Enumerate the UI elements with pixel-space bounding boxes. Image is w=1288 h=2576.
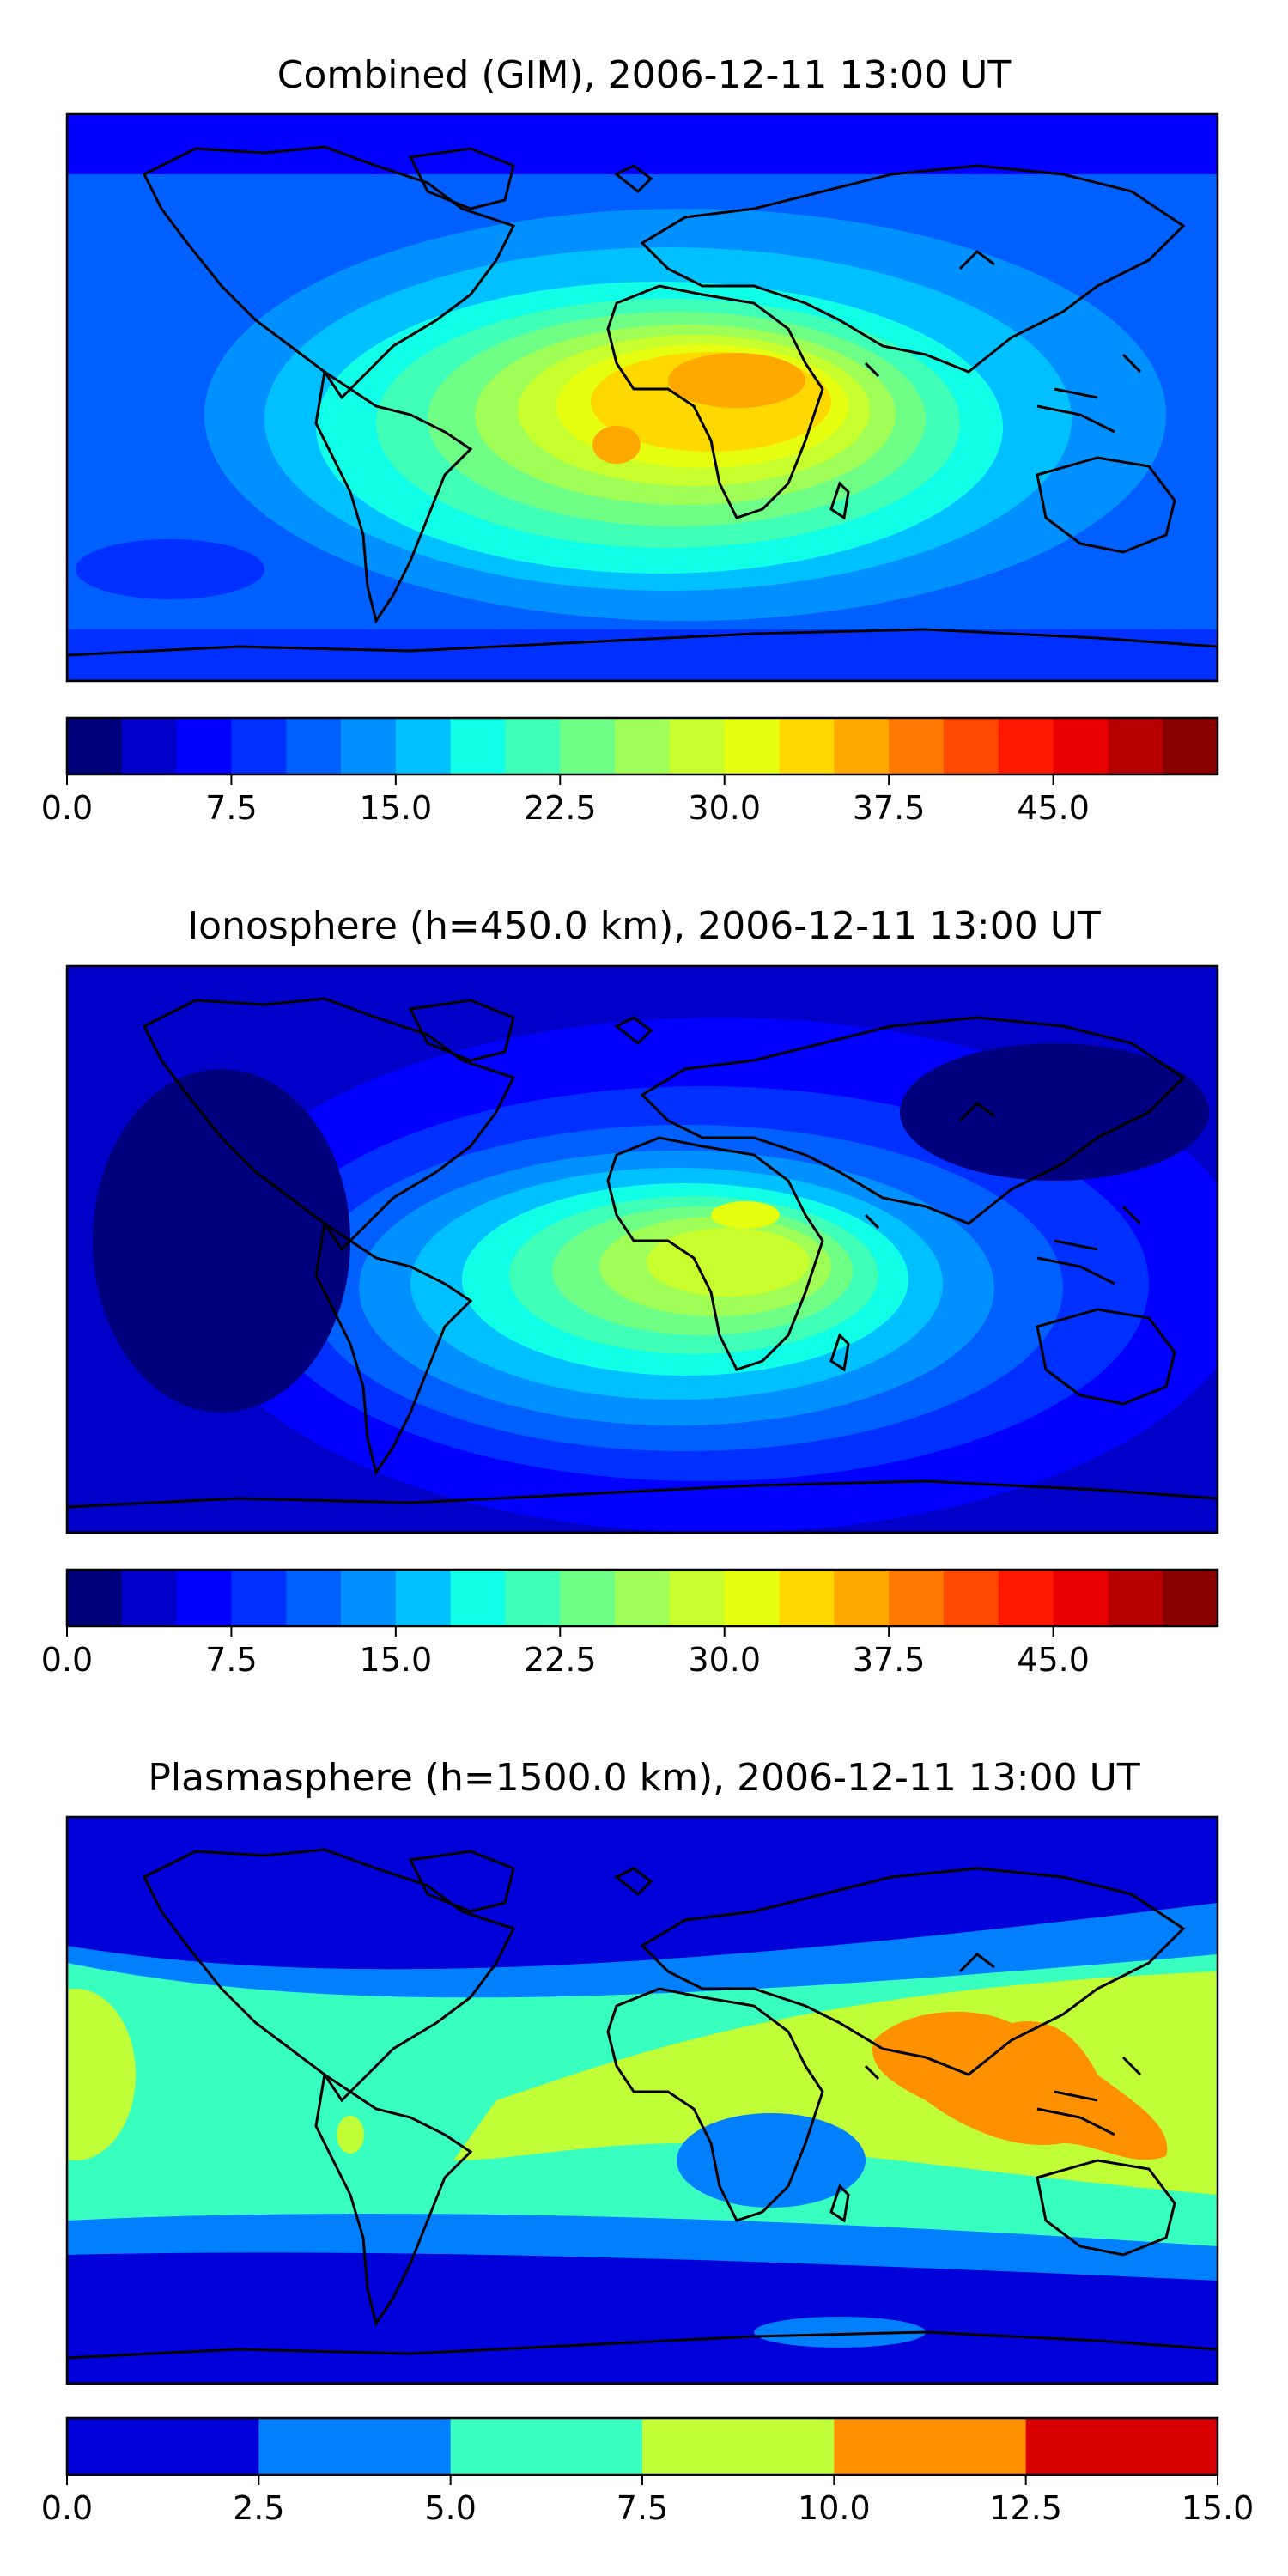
panel2-title: Ionosphere (h=450.0 km), 2006-12-11 13:0… [187,904,1101,948]
panel2-colorbar-tick-label: 15.0 [360,1641,433,1679]
panel1-colorbar: 0.0 7.5 15.0 22.5 30.0 37.5 45.0 [41,716,1219,827]
panel1-colorbar-segment [176,718,233,775]
panel1-low-pocket [76,539,264,599]
panel1-polar-band-south [67,629,1218,681]
panel2-contour-level11 [647,1228,810,1297]
panel2-colorbar-segment [231,1570,287,1626]
panel3-colorbar-segment [450,2418,643,2475]
panel1-colorbar-tick-label: 7.5 [205,789,257,827]
panel1-colorbar-segment [779,718,835,775]
panel1-title: Combined (GIM), 2006-12-11 13:00 UT [277,53,1012,97]
panel2-colorbar-tick-label: 30.0 [688,1641,761,1679]
panel3-colorbar-tick-label: 10.0 [798,2489,871,2527]
panel3-colorbar-tick-label: 12.5 [989,2489,1062,2527]
panel2-colorbar: 0.0 7.5 15.0 22.5 30.0 37.5 45.0 [41,1568,1219,1679]
panel1-colorbar-segment [669,718,726,775]
panel3-low-pocket-south [754,2317,926,2348]
panel1-colorbar-segment [286,718,342,775]
panel2-colorbar-frame [65,1568,1219,1628]
panel2-colorbar-segment [1163,1570,1218,1626]
panel2-colorbar-segment [834,1570,890,1626]
panel1-colorbar-segment [560,718,616,775]
panel3-map-frame [65,1815,1219,2385]
panel3-title: Plasmasphere (h=1500.0 km), 2006-12-11 1… [148,1756,1139,1800]
panel1-colorbar-segment [231,718,287,775]
panel3-colorbar-segment [1025,2418,1218,2475]
panel3-map [65,1815,1219,2385]
panel2-colorbar-segment [1053,1570,1109,1626]
panel1-colorbar-segment [67,718,123,775]
panel1-colorbar-segment [889,718,945,775]
panel1-map [65,112,1219,683]
panel1-colorbar-segment [341,718,397,775]
panel1-contour-level14 [668,353,805,408]
panel1-colorbar-segment [834,718,890,775]
panel2-colorbar-segment [450,1570,507,1626]
panel1-colorbar-segment [395,718,452,775]
panel1-colorbar-tick-label: 22.5 [524,789,597,827]
panel1-colorbar-segment [121,718,178,775]
panel1-colorbar-segment [943,718,999,775]
panel2-colorbar-segment [998,1570,1054,1626]
panel2-colorbar-segment [395,1570,452,1626]
panel2-colorbar-tick-label: 0.0 [41,1641,93,1679]
panel1-colorbar-tick-label: 15.0 [360,789,433,827]
panel2-colorbar-segment [724,1570,781,1626]
panel2-colorbar-segment [779,1570,835,1626]
panel3-low-pocket [677,2113,866,2208]
panel3-colorbar-segment [258,2418,452,2475]
panel2-colorbar-tick-label: 45.0 [1017,1641,1090,1679]
panel1-map-frame [65,112,1219,683]
panel2-contour-level12 [711,1201,780,1229]
panel2-low-region-pacific [93,1069,350,1413]
panel2-colorbar-tick-label: 37.5 [853,1641,926,1679]
panel2-colorbar-segment [67,1570,123,1626]
panel2-low-region-asia [900,1043,1209,1181]
panel1-colorbar-segment [998,718,1054,775]
panel1-colorbar-segment [450,718,507,775]
panel2-map [65,964,1219,1534]
panel2-colorbar-segment [669,1570,726,1626]
panel2-colorbar-tick-label: 7.5 [205,1641,257,1679]
panel1-colorbar-segment [1108,718,1163,775]
panel3-contour-level3c [337,2116,364,2154]
panel1-colorbar-segment [505,718,561,775]
panel3-colorbar: 0.0 2.5 5.0 7.5 10.0 12.5 15.0 [41,2416,1255,2527]
panel1-polar-band-north [67,114,1218,174]
panel1-colorbar-segment [615,718,671,775]
panel2-colorbar-segment [560,1570,616,1626]
panel1-colorbar-tick-label: 0.0 [41,789,93,827]
panel3-colorbar-tick-label: 2.5 [233,2489,284,2527]
panel2-colorbar-segment [286,1570,342,1626]
panel3-colorbar-tick-label: 5.0 [424,2489,476,2527]
panel2-colorbar-tick-label: 22.5 [524,1641,597,1679]
panel2-colorbar-segment [505,1570,561,1626]
panel2-colorbar-segment [889,1570,945,1626]
panel2-colorbar-segment [121,1570,178,1626]
panel3-colorbar-tick-label: 0.0 [41,2489,93,2527]
panel2-colorbar-segment [341,1570,397,1626]
panel1-colorbar-segment [1053,718,1109,775]
panel2-colorbar-segment [943,1570,999,1626]
panel1-colorbar-frame [65,716,1219,776]
panel2-colorbar-segment [1108,1570,1163,1626]
panel1-colorbar-tick-label: 45.0 [1017,789,1090,827]
panel1-colorbar-tick-label: 30.0 [688,789,761,827]
panel1-colorbar-segment [1163,718,1218,775]
panel2-colorbar-segment [615,1570,671,1626]
panel3-colorbar-segment [834,2418,1027,2475]
panel1-colorbar-tick-label: 37.5 [853,789,926,827]
panel1-colorbar-segment [724,718,781,775]
panel2-colorbar-segment [176,1570,233,1626]
panel3-contour-level3b [67,1989,136,2160]
panel3-colorbar-segment [67,2418,259,2475]
panel3-colorbar-tick-label: 7.5 [617,2489,668,2527]
panel3-colorbar-tick-label: 15.0 [1182,2489,1255,2527]
panel1-contour-level14b [592,426,641,464]
panel2-map-frame [65,964,1219,1534]
panel3-colorbar-segment [642,2418,835,2475]
